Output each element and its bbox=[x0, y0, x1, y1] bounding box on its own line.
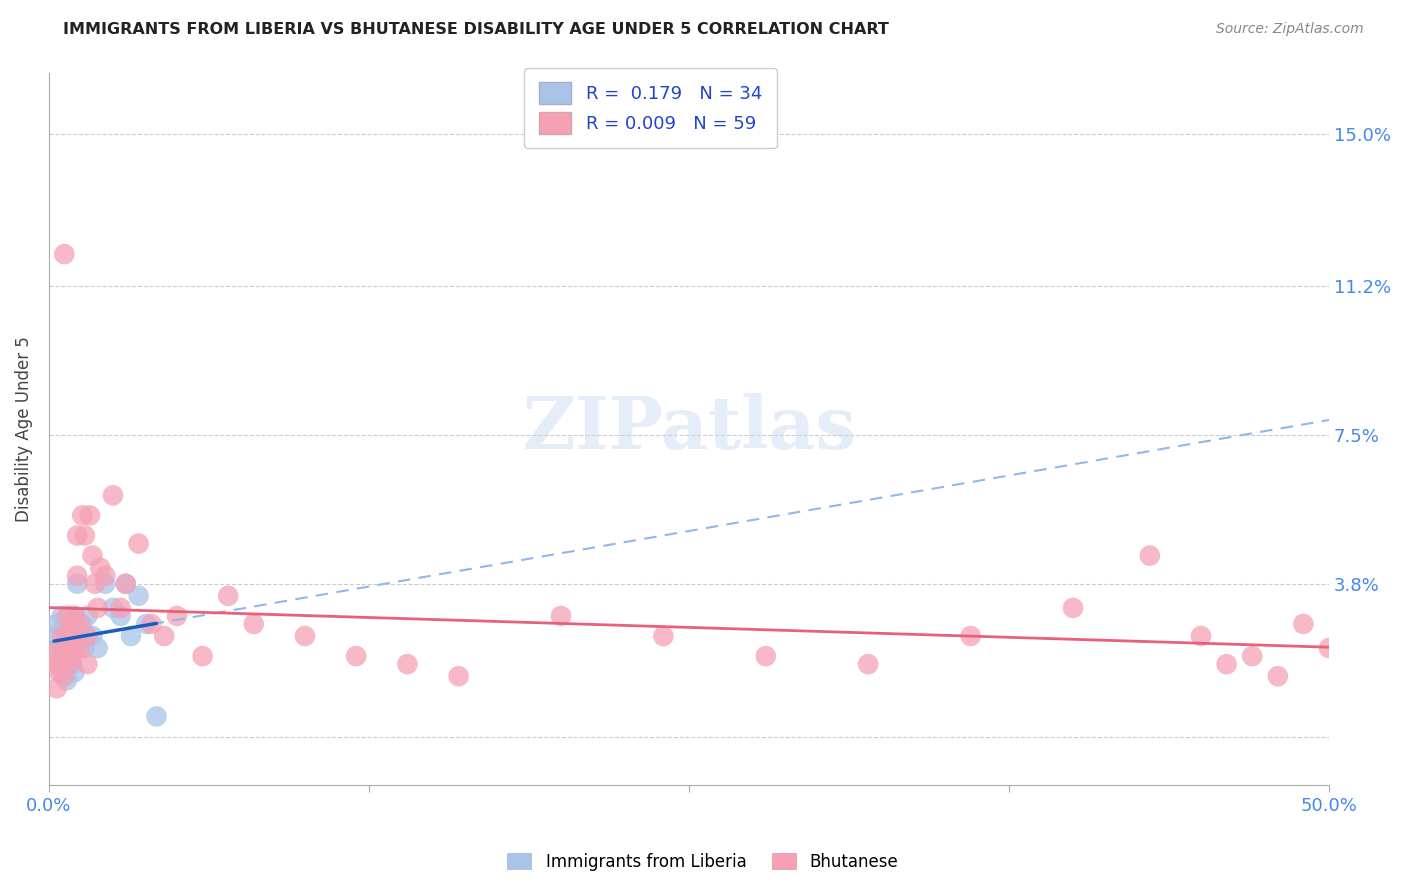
Point bbox=[69, 629, 91, 643]
Point bbox=[294, 629, 316, 643]
Point bbox=[191, 649, 214, 664]
Point bbox=[56, 673, 79, 688]
Point bbox=[652, 629, 675, 643]
Point bbox=[114, 576, 136, 591]
Point bbox=[145, 709, 167, 723]
Point bbox=[69, 641, 91, 656]
Point bbox=[110, 600, 132, 615]
Point bbox=[128, 536, 150, 550]
Point bbox=[73, 641, 96, 656]
Point bbox=[45, 681, 67, 696]
Point bbox=[550, 608, 572, 623]
Point bbox=[447, 669, 470, 683]
Point bbox=[53, 669, 76, 683]
Point bbox=[344, 649, 367, 664]
Point bbox=[396, 657, 419, 672]
Point bbox=[217, 589, 239, 603]
Text: ZIPatlas: ZIPatlas bbox=[522, 393, 856, 465]
Point bbox=[110, 608, 132, 623]
Point bbox=[72, 508, 94, 523]
Point bbox=[82, 629, 104, 643]
Point bbox=[60, 629, 83, 643]
Point bbox=[76, 608, 98, 623]
Point bbox=[856, 657, 879, 672]
Point bbox=[48, 665, 70, 680]
Point bbox=[128, 589, 150, 603]
Point bbox=[1139, 549, 1161, 563]
Point bbox=[242, 617, 264, 632]
Legend: R =  0.179   N = 34, R = 0.009   N = 59: R = 0.179 N = 34, R = 0.009 N = 59 bbox=[524, 68, 776, 148]
Point bbox=[84, 576, 107, 591]
Point bbox=[60, 617, 83, 632]
Point bbox=[45, 617, 67, 632]
Point bbox=[66, 528, 89, 542]
Point bbox=[755, 649, 778, 664]
Point bbox=[56, 641, 79, 656]
Point bbox=[60, 657, 83, 672]
Point bbox=[135, 617, 157, 632]
Point bbox=[58, 657, 80, 672]
Point bbox=[60, 649, 83, 664]
Point bbox=[76, 629, 98, 643]
Point bbox=[53, 617, 76, 632]
Point bbox=[72, 617, 94, 632]
Point bbox=[141, 617, 163, 632]
Point bbox=[63, 608, 86, 623]
Point bbox=[56, 629, 79, 643]
Point bbox=[1267, 669, 1289, 683]
Text: IMMIGRANTS FROM LIBERIA VS BHUTANESE DISABILITY AGE UNDER 5 CORRELATION CHART: IMMIGRANTS FROM LIBERIA VS BHUTANESE DIS… bbox=[63, 22, 889, 37]
Point bbox=[48, 641, 70, 656]
Point bbox=[153, 629, 176, 643]
Point bbox=[53, 649, 76, 664]
Point bbox=[1317, 641, 1340, 656]
Point bbox=[42, 629, 65, 643]
Point bbox=[42, 649, 65, 664]
Point bbox=[1215, 657, 1237, 672]
Point bbox=[76, 657, 98, 672]
Point bbox=[1062, 600, 1084, 615]
Point bbox=[79, 508, 101, 523]
Y-axis label: Disability Age Under 5: Disability Age Under 5 bbox=[15, 336, 32, 522]
Point bbox=[73, 528, 96, 542]
Point bbox=[51, 665, 73, 680]
Point bbox=[1292, 617, 1315, 632]
Point bbox=[48, 657, 70, 672]
Point bbox=[69, 617, 91, 632]
Text: Source: ZipAtlas.com: Source: ZipAtlas.com bbox=[1216, 22, 1364, 37]
Point bbox=[63, 641, 86, 656]
Point bbox=[58, 608, 80, 623]
Legend: Immigrants from Liberia, Bhutanese: Immigrants from Liberia, Bhutanese bbox=[499, 845, 907, 880]
Point bbox=[45, 657, 67, 672]
Point bbox=[51, 641, 73, 656]
Point bbox=[120, 629, 142, 643]
Point bbox=[63, 665, 86, 680]
Point bbox=[1189, 629, 1212, 643]
Point bbox=[94, 568, 117, 582]
Point bbox=[53, 649, 76, 664]
Point bbox=[114, 576, 136, 591]
Point bbox=[101, 488, 124, 502]
Point bbox=[48, 641, 70, 656]
Point bbox=[51, 629, 73, 643]
Point bbox=[56, 608, 79, 623]
Point bbox=[58, 629, 80, 643]
Point bbox=[51, 608, 73, 623]
Point bbox=[86, 600, 108, 615]
Point bbox=[89, 560, 111, 574]
Point bbox=[66, 568, 89, 582]
Point bbox=[63, 641, 86, 656]
Point bbox=[101, 600, 124, 615]
Point bbox=[959, 629, 981, 643]
Point bbox=[53, 247, 76, 261]
Point bbox=[63, 608, 86, 623]
Point bbox=[1241, 649, 1264, 664]
Point bbox=[94, 576, 117, 591]
Point bbox=[66, 576, 89, 591]
Point bbox=[82, 549, 104, 563]
Point bbox=[56, 649, 79, 664]
Point bbox=[58, 641, 80, 656]
Point bbox=[51, 657, 73, 672]
Point bbox=[166, 608, 188, 623]
Point bbox=[86, 641, 108, 656]
